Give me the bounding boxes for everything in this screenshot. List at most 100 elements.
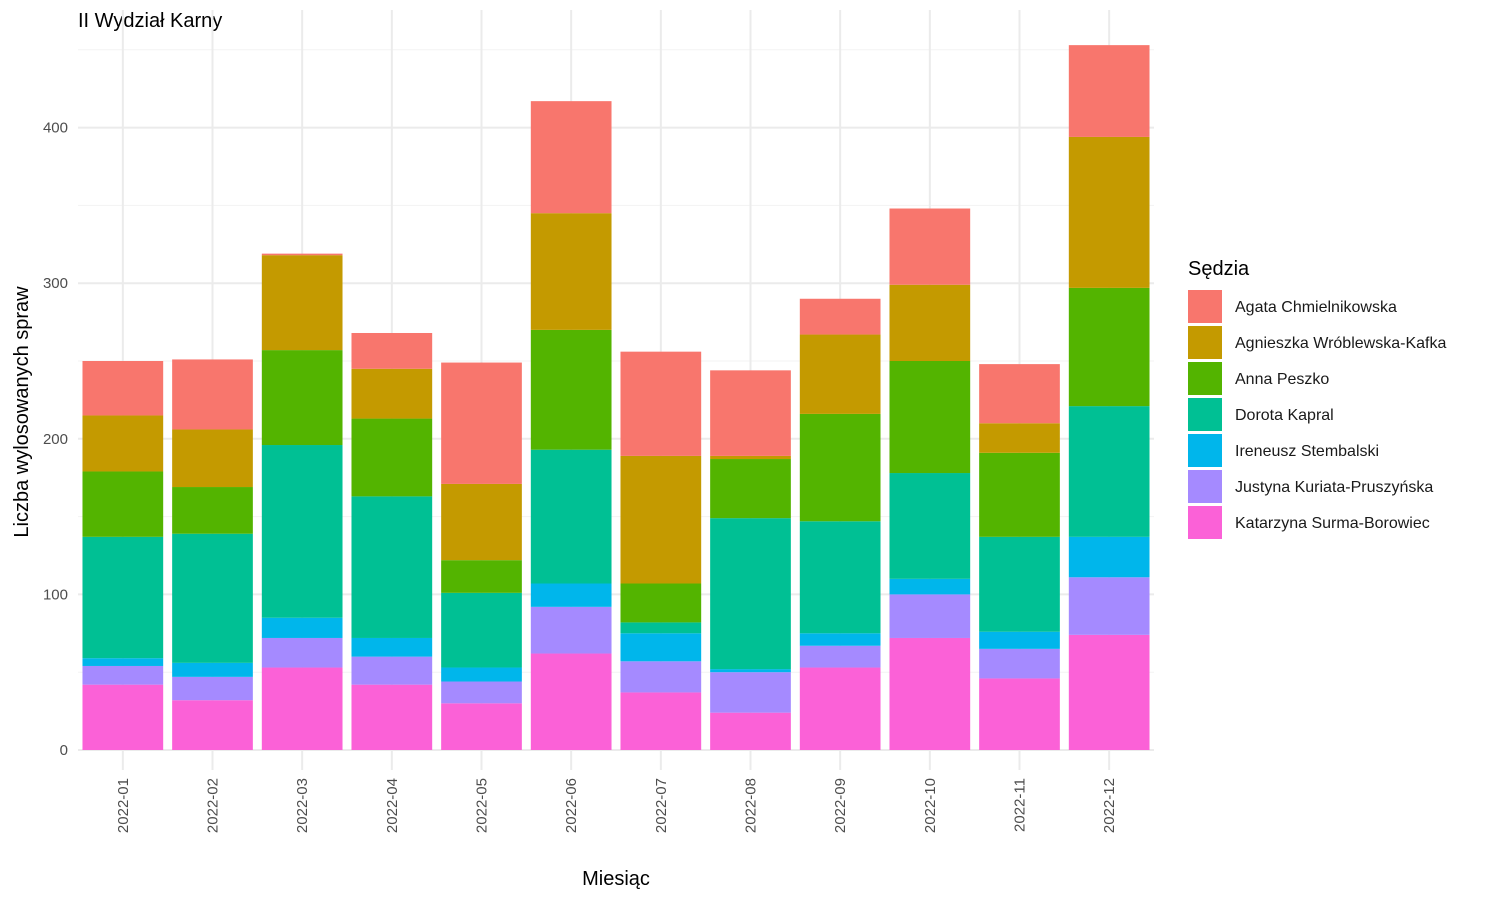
bar-segment <box>351 637 433 657</box>
bar-segment <box>261 445 343 618</box>
bar-segment <box>710 370 791 456</box>
bar-segment <box>1068 136 1150 288</box>
bar-segment <box>530 653 612 750</box>
bar-segment <box>441 592 522 668</box>
bar-segment <box>530 213 612 330</box>
y-axis-title: Liczba wylosowanych spraw <box>11 286 33 538</box>
legend-label: Justyna Kuriata-Pruszyńska <box>1235 479 1433 496</box>
x-tick-label: 2022-04 <box>384 778 401 833</box>
bar-segment <box>799 667 881 750</box>
bar-segment <box>172 700 253 750</box>
bar-segment <box>261 350 343 446</box>
bar-segment <box>530 329 612 450</box>
x-axis-title: Miesiąc <box>582 868 650 890</box>
legend-swatch <box>1188 290 1222 323</box>
legend-swatch <box>1188 362 1222 395</box>
bar-segment <box>172 662 253 677</box>
bar-segment <box>979 678 1060 750</box>
bar-segment <box>979 631 1060 649</box>
x-tick-label: 2022-05 <box>474 778 491 833</box>
bar-segment <box>441 560 522 593</box>
bar-segment <box>441 703 522 750</box>
bar-segment <box>1068 45 1150 137</box>
bar-segment <box>172 533 253 663</box>
y-tick-label: 400 <box>43 120 68 137</box>
bar-segment <box>530 606 612 654</box>
bar-segment <box>82 658 164 666</box>
bar-segment <box>889 208 971 285</box>
bar-segment <box>889 637 971 750</box>
x-tick-label: 2022-09 <box>832 778 849 833</box>
bar-segment <box>710 455 791 460</box>
bar-segment <box>889 578 971 595</box>
y-tick-label: 100 <box>43 586 68 603</box>
bar-segment <box>1068 634 1150 750</box>
bar-segment <box>261 667 343 750</box>
bar-segment <box>799 298 881 335</box>
bar-segment <box>979 452 1060 537</box>
bar-segment <box>261 617 343 638</box>
bar-segment <box>979 536 1060 632</box>
bar-segment <box>710 518 791 670</box>
bar-segment <box>710 459 791 519</box>
bar-segment <box>799 413 881 522</box>
bar-segment <box>261 253 343 256</box>
bar-segment <box>799 334 881 414</box>
bar-segment <box>1068 577 1150 635</box>
bar-segment <box>710 672 791 713</box>
x-tick-label: 2022-01 <box>115 778 132 833</box>
bar-segment <box>799 633 881 646</box>
bar-segment <box>351 656 433 685</box>
bars <box>82 45 1150 750</box>
bar-segment <box>889 361 971 474</box>
legend-label: Katarzyna Surma-Borowiec <box>1235 515 1430 532</box>
legend-label: Ireneusz Stembalski <box>1235 443 1379 460</box>
bar-segment <box>530 449 612 584</box>
bar-segment <box>172 429 253 488</box>
x-tick-label: 2022-07 <box>653 778 670 833</box>
bar-segment <box>82 415 164 472</box>
bar-segment <box>620 351 702 456</box>
bar-segment <box>979 648 1060 679</box>
x-tick-label: 2022-10 <box>922 778 939 833</box>
x-tick-label: 2022-08 <box>743 778 760 833</box>
legend-label: Agata Chmielnikowska <box>1235 299 1397 316</box>
chart-title: II Wydział Karny <box>78 10 222 32</box>
bar-segment <box>351 368 433 419</box>
bar-segment <box>441 362 522 484</box>
bar-segment <box>530 583 612 607</box>
legend-swatch <box>1188 398 1222 431</box>
bar-segment <box>82 361 164 416</box>
bar-segment <box>351 496 433 638</box>
bar-segment <box>172 676 253 701</box>
legend-label: Agnieszka Wróblewska-Kafka <box>1235 335 1446 352</box>
bar-segment <box>441 483 522 561</box>
legend-swatch <box>1188 470 1222 503</box>
bar-segment <box>82 536 164 659</box>
bar-segment <box>82 471 164 537</box>
bar-segment <box>620 661 702 693</box>
legend-swatch <box>1188 434 1222 467</box>
bar-segment <box>620 633 702 662</box>
bar-segment <box>172 487 253 534</box>
bar-segment <box>82 684 164 750</box>
bar-segment <box>620 622 702 634</box>
bar-segment <box>1068 287 1150 407</box>
bar-segment <box>172 359 253 430</box>
bar-segment <box>889 473 971 579</box>
bar-segment <box>82 665 164 685</box>
x-tick-labels: 2022-01 2022-02 2022-03 2022-04 2022-05 2022-… <box>115 778 1118 833</box>
bar-segment <box>889 594 971 638</box>
bar-segment <box>889 284 971 361</box>
bar-segment <box>710 712 791 750</box>
legend-swatch <box>1188 506 1222 539</box>
bar-segment <box>620 692 702 750</box>
x-tick-label: 2022-02 <box>205 778 222 833</box>
y-tick-labels: 0 100 200 300 400 <box>43 120 68 759</box>
y-tick-label: 300 <box>43 275 68 292</box>
bar-segment <box>261 255 343 351</box>
y-tick-label: 200 <box>43 431 68 448</box>
legend: Sędzia Agata Chmielnikowska Agnieszka Wró… <box>1188 258 1446 539</box>
bar-segment <box>799 645 881 668</box>
